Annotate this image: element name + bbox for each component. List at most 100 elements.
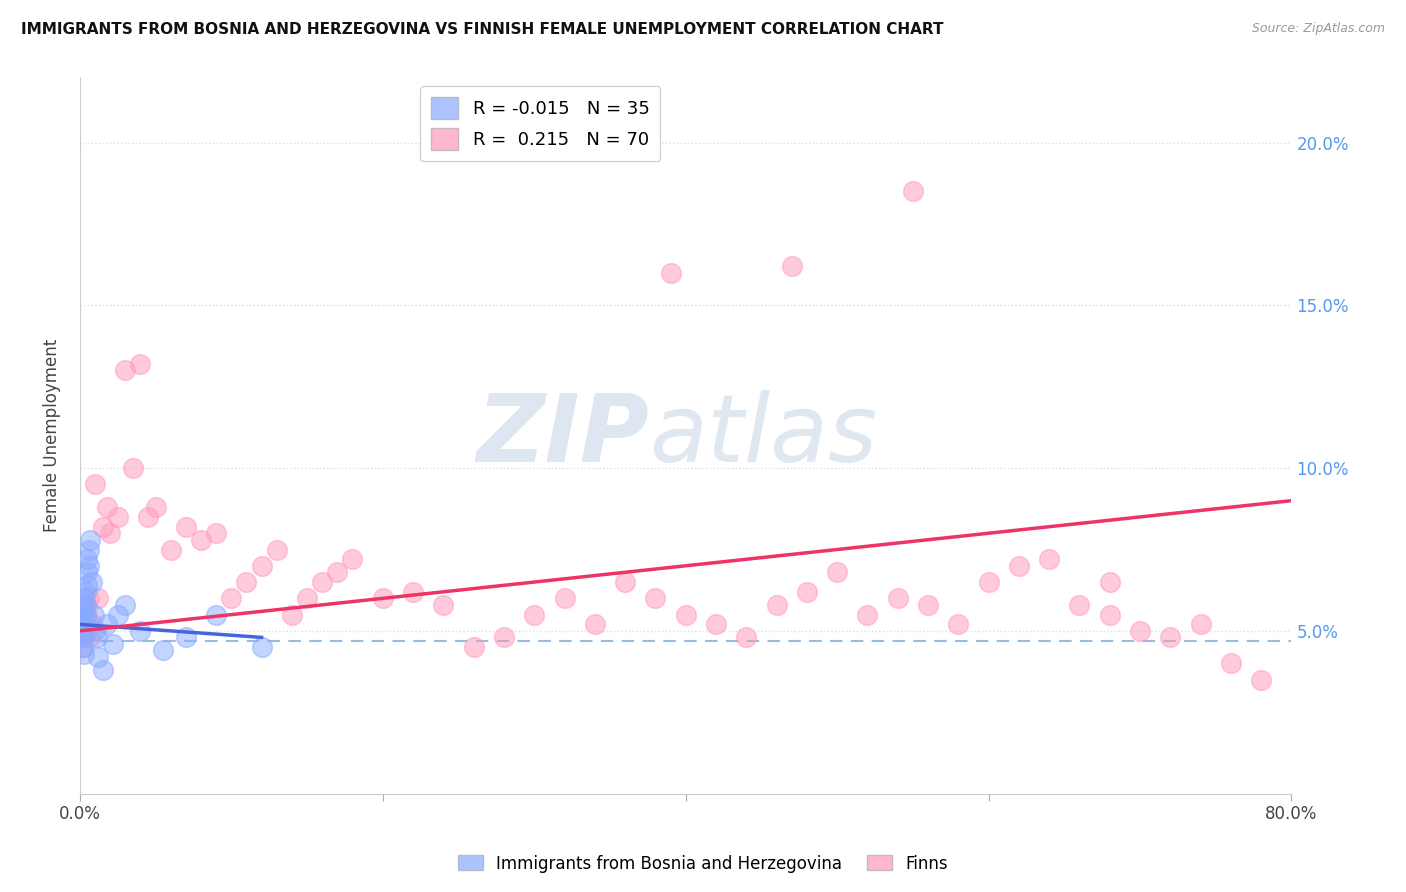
Point (98, 526, 121, 541)
Point (80, 575, 103, 590)
Point (83, 607, 105, 622)
Point (977, 575, 1000, 590)
Point (1219, 657, 1241, 671)
Point (250, 558, 273, 573)
Point (75, 584, 97, 599)
Point (266, 542, 288, 557)
Point (235, 575, 257, 590)
Point (1098, 607, 1121, 622)
Point (76, 624, 98, 638)
Point (886, 591, 908, 606)
Point (76, 607, 98, 622)
Point (145, 500, 167, 515)
Point (72, 614, 94, 628)
Point (107, 607, 129, 622)
Point (87, 591, 110, 606)
Text: ZIP: ZIP (477, 390, 650, 482)
Point (780, 260, 803, 274)
Legend: R = -0.015   N = 35, R =  0.215   N = 70: R = -0.015 N = 35, R = 0.215 N = 70 (420, 87, 661, 161)
Point (75, 598, 97, 612)
Point (205, 607, 228, 622)
Point (326, 566, 349, 580)
Point (114, 598, 136, 612)
Point (1159, 631, 1181, 645)
Point (70, 617, 93, 632)
Point (152, 643, 174, 657)
Point (73, 607, 96, 622)
Point (856, 607, 879, 622)
Point (91, 663, 114, 677)
Point (80, 617, 103, 632)
Point (704, 617, 727, 632)
Point (342, 552, 364, 566)
Point (73, 647, 96, 661)
Point (553, 591, 575, 606)
Point (114, 363, 136, 377)
Point (644, 591, 666, 606)
Point (221, 591, 243, 606)
Point (901, 185, 924, 199)
Point (948, 617, 970, 632)
Point (91, 519, 114, 533)
Point (675, 607, 697, 622)
Point (84, 624, 107, 638)
Point (281, 607, 304, 622)
Point (136, 510, 159, 524)
Point (583, 617, 606, 632)
Point (72, 640, 94, 655)
Text: Source: ZipAtlas.com: Source: ZipAtlas.com (1251, 22, 1385, 36)
Y-axis label: Female Unemployment: Female Unemployment (44, 339, 60, 533)
Point (107, 510, 129, 524)
Point (72, 640, 94, 655)
Legend: Immigrants from Bosnia and Herzegovina, Finns: Immigrants from Bosnia and Herzegovina, … (451, 848, 955, 880)
Point (76, 552, 98, 566)
Point (129, 624, 152, 638)
Point (72, 598, 94, 612)
Point (523, 607, 546, 622)
Point (825, 566, 848, 580)
Point (129, 357, 152, 371)
Point (917, 598, 939, 612)
Point (402, 584, 425, 599)
Point (72, 624, 94, 638)
Point (1098, 575, 1121, 590)
Point (76, 566, 98, 580)
Point (1129, 624, 1152, 638)
Point (174, 631, 197, 645)
Point (735, 631, 758, 645)
Point (103, 637, 125, 651)
Point (614, 575, 637, 590)
Point (73, 591, 96, 606)
Point (174, 519, 197, 533)
Text: atlas: atlas (650, 390, 877, 481)
Point (73, 631, 96, 645)
Point (1008, 558, 1031, 573)
Point (76, 578, 98, 592)
Text: IMMIGRANTS FROM BOSNIA AND HERZEGOVINA VS FINNISH FEMALE UNEMPLOYMENT CORRELATIO: IMMIGRANTS FROM BOSNIA AND HERZEGOVINA V… (21, 22, 943, 37)
Point (84, 477, 107, 491)
Point (492, 631, 515, 645)
Point (86, 631, 108, 645)
Point (1189, 617, 1212, 632)
Point (70, 607, 93, 622)
Point (311, 575, 333, 590)
Point (77, 542, 100, 557)
Point (432, 598, 454, 612)
Point (463, 640, 485, 655)
Point (122, 461, 145, 475)
Point (796, 584, 818, 599)
Point (87, 649, 110, 664)
Point (159, 542, 181, 557)
Point (73, 627, 96, 641)
Point (96, 500, 118, 515)
Point (75, 598, 97, 612)
Point (70, 617, 93, 632)
Point (75, 617, 97, 632)
Point (205, 526, 228, 541)
Point (73, 604, 96, 618)
Point (96, 617, 118, 632)
Point (1038, 552, 1060, 566)
Point (77, 591, 100, 606)
Point (1069, 598, 1091, 612)
Point (72, 624, 94, 638)
